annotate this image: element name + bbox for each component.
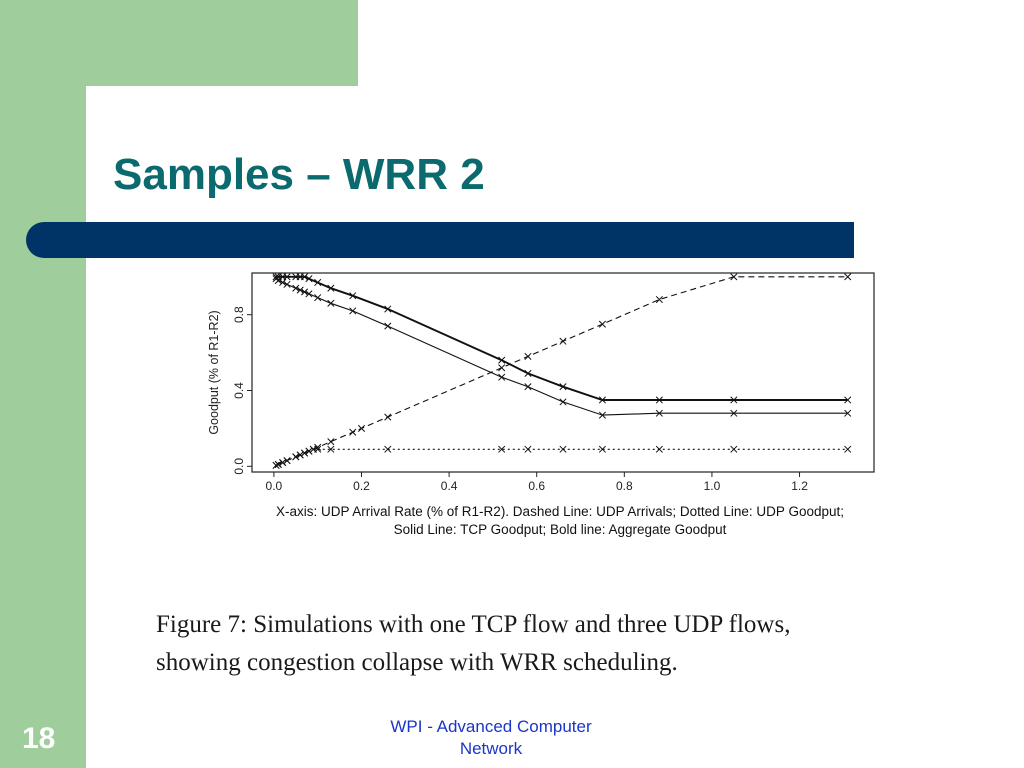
data-point-marker (844, 273, 852, 281)
data-point-marker (274, 460, 282, 468)
data-point-marker (272, 273, 280, 281)
data-point-marker (305, 447, 313, 455)
data-point-marker (498, 373, 506, 381)
data-point-marker (327, 284, 335, 292)
data-point-marker (598, 396, 606, 404)
data-point-marker (598, 411, 606, 419)
y-tick-label: 0.4 (232, 382, 246, 399)
data-point-marker (384, 445, 392, 453)
data-point-marker (498, 356, 506, 364)
data-point-marker (559, 383, 567, 391)
data-point-marker (598, 320, 606, 328)
x-tick-label: 0.4 (441, 479, 458, 493)
page-number: 18 (22, 722, 56, 755)
series-line-bold (276, 275, 848, 401)
data-point-marker (283, 273, 291, 281)
data-point-marker (844, 396, 852, 404)
chart-xlabel-line2: Solid Line: TCP Goodput; Bold line: Aggr… (393, 522, 727, 537)
y-tick-label: 0.0 (232, 458, 246, 475)
data-point-marker (524, 445, 532, 453)
data-point-marker (498, 445, 506, 453)
x-tick-label: 0.2 (353, 479, 370, 493)
data-point-marker (279, 458, 287, 467)
data-point-marker (524, 383, 532, 391)
data-point-marker (598, 445, 606, 453)
data-point-marker (296, 286, 304, 294)
accent-block-top (0, 0, 358, 86)
data-point-marker (559, 398, 567, 406)
data-point-marker (314, 278, 322, 287)
data-point-marker (301, 449, 309, 457)
data-point-marker (498, 364, 506, 372)
data-point-marker (279, 278, 287, 287)
data-point-marker (349, 307, 357, 315)
data-point-marker (559, 445, 567, 453)
data-point-marker (296, 451, 304, 459)
x-tick-label: 1.0 (704, 479, 721, 493)
accent-bar-left (0, 86, 86, 768)
data-point-marker (272, 461, 280, 469)
x-tick-label: 0.0 (266, 479, 283, 493)
data-point-marker (844, 445, 852, 453)
x-tick-label: 1.2 (791, 479, 808, 493)
data-point-marker (384, 305, 392, 313)
data-point-marker (301, 288, 309, 296)
title-underline-bar (26, 222, 854, 258)
data-point-marker (730, 409, 738, 417)
data-point-marker (283, 280, 291, 288)
series-line-dotted (275, 448, 848, 466)
data-point-marker (314, 294, 322, 302)
plot-frame (251, 272, 875, 473)
data-point-marker (524, 352, 532, 360)
data-point-marker (292, 284, 300, 292)
data-point-marker (314, 443, 322, 451)
data-point-marker (384, 413, 392, 421)
data-point-marker (559, 337, 567, 345)
data-point-marker (730, 445, 738, 453)
data-point-marker (349, 292, 357, 300)
data-point-marker (327, 299, 335, 307)
data-point-marker (349, 428, 357, 436)
data-point-marker (844, 409, 852, 417)
data-point-marker (283, 457, 291, 465)
slide-title: Samples – WRR 2 (113, 150, 485, 199)
data-point-marker (292, 453, 300, 461)
data-point-marker (314, 445, 322, 453)
series-line-dashed (275, 276, 848, 466)
data-point-marker (301, 273, 309, 281)
footer-text: WPI - Advanced Computer Network (390, 717, 592, 758)
figure-caption: Figure 7: Simulations with one TCP flow … (156, 606, 976, 682)
figure-caption-line-2: showing congestion collapse with WRR sch… (156, 649, 678, 676)
data-point-marker (327, 438, 335, 446)
data-point-marker (655, 409, 663, 417)
goodput-chart: 0.0 0.2 0.4 0.6 0.8 1.0 1.2 0.0 0.4 0.8 Goodput (%… (207, 272, 875, 493)
y-tick-label: 0.8 (232, 306, 246, 323)
y-axis-label: Goodput (% of R1-R2) (207, 310, 221, 434)
data-point-marker (655, 295, 663, 304)
data-point-marker (655, 445, 663, 453)
x-tick-label: 0.8 (616, 479, 633, 493)
data-point-marker (730, 396, 738, 404)
content-panel (86, 86, 1024, 768)
data-point-marker (655, 396, 663, 404)
x-tick-label: 0.6 (528, 479, 545, 493)
data-point-marker (305, 275, 313, 283)
data-point-marker (730, 273, 738, 281)
data-point-marker (524, 369, 532, 378)
data-point-marker (327, 445, 335, 453)
data-point-marker (357, 424, 366, 432)
figure-caption-line-1: Figure 7: Simulations with one TCP flow … (156, 611, 791, 638)
chart-xlabel: X-axis: UDP Arrival Rate (% of R1-R2). D… (276, 504, 844, 519)
data-point-marker (305, 290, 313, 298)
data-point-marker (384, 322, 392, 330)
